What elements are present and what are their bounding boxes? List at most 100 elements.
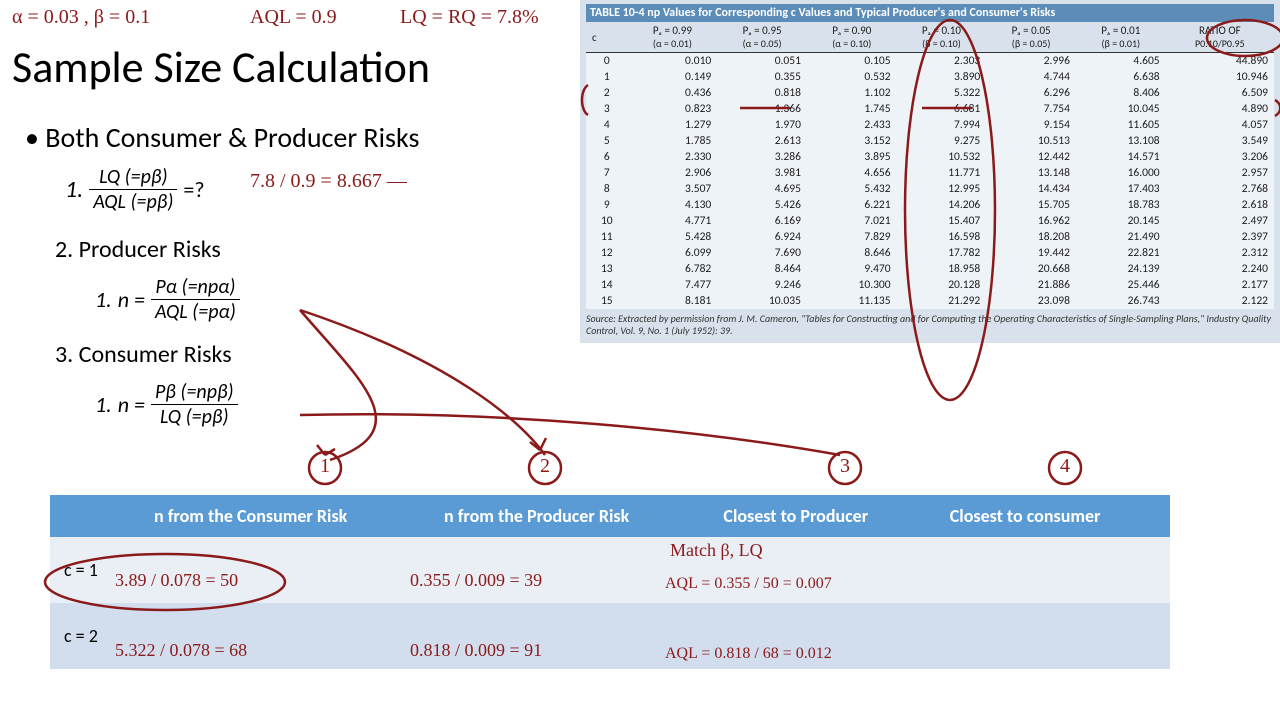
np-cell: 23.098 (986, 293, 1076, 309)
step2a-prefix: n = (118, 286, 145, 313)
np-cell: 20.145 (1076, 213, 1166, 229)
np-cell: 5.432 (807, 181, 897, 197)
hw-alpha-beta: α = 0.03 , β = 0.1 (12, 6, 150, 29)
np-cell: 4.771 (628, 213, 718, 229)
np-header: Pₐ = 0.99(α = 0.01) (628, 22, 718, 53)
np-cell: 6.099 (628, 245, 718, 261)
np-cell: 6.221 (807, 197, 897, 213)
hw-col1: 1 (320, 455, 330, 478)
np-cell: 7.690 (717, 245, 807, 261)
np-cell: 0 (586, 53, 628, 70)
np-cell: 2.497 (1166, 213, 1274, 229)
np-cell: 13 (586, 261, 628, 277)
np-header: Pₐ = 0.05(β = 0.05) (986, 22, 1076, 53)
np-cell: 10.035 (717, 293, 807, 309)
res-header: Closest to consumer (936, 495, 1170, 537)
np-cell: 26.743 (1076, 293, 1166, 309)
np-cell: 6.638 (1076, 69, 1166, 85)
np-cell: 2.618 (1166, 197, 1274, 213)
np-cell: 12 (586, 245, 628, 261)
np-cell: 8.464 (717, 261, 807, 277)
np-cell: 1.785 (628, 133, 718, 149)
hw-c1-closest: AQL = 0.355 / 50 = 0.007 (665, 575, 832, 593)
np-cell: 1.970 (717, 117, 807, 133)
np-cell: 15 (586, 293, 628, 309)
np-cell: 3.152 (807, 133, 897, 149)
np-cell: 2.177 (1166, 277, 1274, 293)
np-cell: 2.397 (1166, 229, 1274, 245)
np-cell: 0.532 (807, 69, 897, 85)
np-cell: 20.128 (897, 277, 987, 293)
np-cell: 3.981 (717, 165, 807, 181)
res-header: Closest to Producer (709, 495, 935, 537)
np-cell: 6.681 (897, 101, 987, 117)
np-cell: 4.744 (986, 69, 1076, 85)
np-cell: 3.890 (897, 69, 987, 85)
np-cell: 3.895 (807, 149, 897, 165)
hw-col2: 2 (540, 455, 550, 478)
np-cell: 5.428 (628, 229, 718, 245)
np-cell: 8.181 (628, 293, 718, 309)
np-cell: 10.045 (1076, 101, 1166, 117)
np-table-title: TABLE 10-4 np Values for Corresponding c… (586, 4, 1274, 22)
np-cell: 7.829 (807, 229, 897, 245)
hw-aql: AQL = 0.9 (250, 6, 337, 29)
step1-suffix: =? (183, 176, 204, 203)
np-cell: 0.355 (717, 69, 807, 85)
np-cell: 6.509 (1166, 85, 1274, 101)
np-cell: 19.442 (986, 245, 1076, 261)
np-cell: 4.057 (1166, 117, 1274, 133)
np-cell: 13.108 (1076, 133, 1166, 149)
step1-label: 1. (65, 175, 83, 204)
np-cell: 2.768 (1166, 181, 1274, 197)
np-cell: 0.149 (628, 69, 718, 85)
np-cell: 0.436 (628, 85, 718, 101)
np-header: Pₐ = 0.10(β = 0.10) (897, 22, 987, 53)
np-cell: 1.745 (807, 101, 897, 117)
np-cell: 14.206 (897, 197, 987, 213)
np-cell: 2.957 (1166, 165, 1274, 181)
np-cell: 3.286 (717, 149, 807, 165)
np-cell: 9 (586, 197, 628, 213)
np-table-source: Source: Extracted by permission from J. … (586, 313, 1274, 337)
np-cell: 9.275 (897, 133, 987, 149)
step3a-label: 1. (95, 391, 112, 418)
np-cell: 0.818 (717, 85, 807, 101)
np-cell: 1.366 (717, 101, 807, 117)
np-table-region: TABLE 10-4 np Values for Corresponding c… (580, 0, 1280, 343)
np-cell: 10.946 (1166, 69, 1274, 85)
slide-title: Sample Size Calculation (12, 40, 430, 94)
res-header: n from the Producer Risk (430, 495, 709, 537)
step2a-num: Pα (=npα) (151, 275, 240, 300)
step3a-num: Pβ (=npβ) (151, 380, 238, 405)
np-cell: 6.169 (717, 213, 807, 229)
step3a-fraction: Pβ (=npβ) LQ (=pβ) (151, 380, 238, 429)
np-cell: 4 (586, 117, 628, 133)
np-cell: 10.532 (897, 149, 987, 165)
step1-num: LQ (=pβ) (89, 165, 177, 190)
np-cell: 2.330 (628, 149, 718, 165)
np-cell: 16.962 (986, 213, 1076, 229)
np-cell: 10 (586, 213, 628, 229)
np-cell: 2.613 (717, 133, 807, 149)
np-header: Pₐ = 0.90(α = 0.10) (807, 22, 897, 53)
np-cell: 2.122 (1166, 293, 1274, 309)
step3-label: 3. Consumer Risks (55, 340, 232, 369)
np-cell: 18.208 (986, 229, 1076, 245)
np-cell: 7.994 (897, 117, 987, 133)
np-cell: 0.010 (628, 53, 718, 70)
hw-c2-consumer: 5.322 / 0.078 = 68 (115, 640, 247, 661)
np-cell: 9.154 (986, 117, 1076, 133)
np-cell: 11 (586, 229, 628, 245)
step1-den: AQL (=pβ) (89, 190, 177, 214)
bullet-main: Both Consumer & Producer Risks (25, 120, 419, 155)
np-cell: 2.906 (628, 165, 718, 181)
np-cell: 11.771 (897, 165, 987, 181)
np-cell: 8 (586, 181, 628, 197)
np-cell: 7.754 (986, 101, 1076, 117)
np-cell: 13.148 (986, 165, 1076, 181)
np-cell: 18.958 (897, 261, 987, 277)
np-cell: 2.303 (897, 53, 987, 70)
step1-fraction: LQ (=pβ) AQL (=pβ) (89, 165, 177, 214)
np-cell: 4.890 (1166, 101, 1274, 117)
